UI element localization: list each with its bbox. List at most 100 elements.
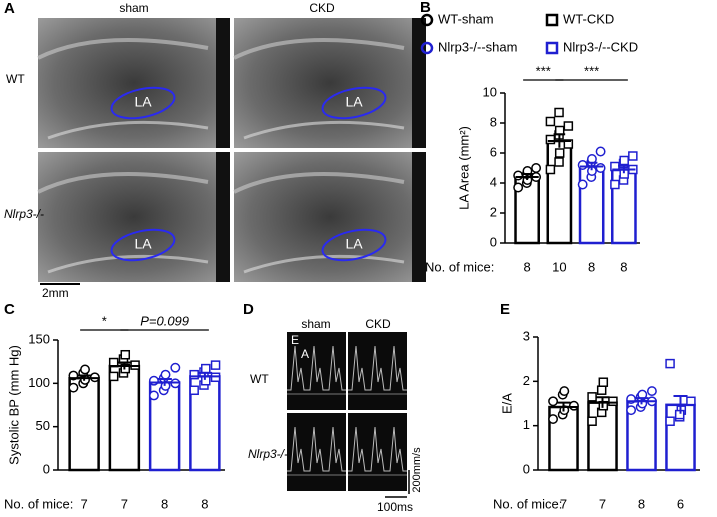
- legend-marker: [545, 13, 559, 27]
- data-point: [595, 146, 606, 157]
- y-tick-label: 3: [523, 328, 530, 343]
- significance-label: ***: [536, 63, 551, 78]
- doppler-trace: [348, 426, 407, 472]
- count-label: 7: [81, 496, 88, 511]
- data-point: [619, 155, 629, 166]
- column-label: sham: [119, 1, 148, 15]
- data-point: [559, 386, 570, 397]
- count-title: No. of mice:: [493, 496, 562, 511]
- la-label: LA: [134, 236, 152, 252]
- data-point: [598, 377, 609, 387]
- panel-label: E: [500, 301, 510, 318]
- y-tick-label: 10: [483, 84, 497, 99]
- artifact: [233, 38, 405, 60]
- data-point: [563, 121, 574, 131]
- bar: [665, 403, 696, 472]
- data-point: [148, 375, 159, 386]
- la-label: LA: [345, 94, 363, 110]
- column-label: CKD: [365, 317, 391, 331]
- error-bar: [580, 161, 604, 171]
- legend-label: WT-CKD: [563, 11, 614, 26]
- count-label: 8: [201, 496, 208, 511]
- data-point: [587, 416, 597, 426]
- doppler-trace: [287, 345, 346, 391]
- count-label: 7: [599, 496, 606, 511]
- count-title: No. of mice:: [4, 496, 73, 511]
- ultrasound-image: [38, 18, 230, 148]
- y-axis-label: LA Area (mm²): [456, 126, 471, 210]
- artifact: [37, 38, 209, 60]
- panel-label: A: [4, 0, 15, 17]
- ultrasound-image: [234, 152, 426, 282]
- error-bar: [549, 401, 578, 412]
- y-tick-label: 1: [523, 417, 530, 432]
- y-tick-label: 150: [28, 331, 50, 346]
- data-point: [68, 382, 79, 393]
- ultrasound-image: [38, 152, 230, 282]
- data-point: [608, 396, 618, 407]
- data-point: [554, 157, 564, 167]
- error-bar: [627, 397, 656, 405]
- artifact: [47, 120, 209, 140]
- error-bar: [150, 378, 180, 386]
- y-tick-label: 2: [490, 204, 497, 219]
- legend-marker: [420, 41, 434, 55]
- data-point: [577, 160, 588, 170]
- y-tick-label: 8: [490, 114, 497, 129]
- scale-label: 100ms: [377, 500, 413, 514]
- la-outline: [321, 228, 387, 262]
- significance-label: *: [102, 313, 107, 328]
- data-point: [577, 179, 588, 190]
- depth-scale: [412, 152, 426, 282]
- bar: [108, 364, 141, 472]
- y-tick-label: 0: [490, 234, 497, 249]
- legend-label: Nlrp3-/--sham: [438, 39, 517, 54]
- row-label: Nlrp3-/-: [4, 207, 44, 221]
- y-axis-label: Systolic BP (mm Hg): [6, 345, 21, 465]
- scale-label: 2mm: [42, 286, 69, 300]
- count-label: 8: [620, 259, 627, 274]
- data-point: [596, 385, 607, 395]
- data-point: [170, 362, 181, 373]
- y-tick-label: 0: [523, 461, 530, 476]
- artifact: [37, 172, 209, 194]
- data-point: [513, 182, 524, 193]
- data-point: [120, 349, 131, 360]
- count-label: 8: [588, 259, 595, 274]
- data-point: [80, 364, 90, 375]
- data-point: [189, 385, 199, 396]
- count-label: 8: [638, 496, 645, 511]
- wave-label: A: [301, 347, 309, 361]
- error-bar: [666, 394, 695, 414]
- y-axis-label: E/A: [499, 393, 514, 414]
- count-label: 8: [161, 496, 168, 511]
- legend-label: Nlrp3-/--CKD: [563, 39, 638, 54]
- y-tick-label: 6: [490, 144, 497, 159]
- significance-label: ***: [584, 63, 599, 78]
- depth-scale: [216, 18, 230, 148]
- count-title: No. of mice:: [425, 259, 494, 274]
- count-label: 8: [524, 259, 531, 274]
- row-label: WT: [6, 72, 25, 86]
- artifact: [243, 120, 405, 140]
- data-point: [665, 358, 675, 369]
- count-label: 6: [677, 496, 684, 511]
- panel-label: C: [4, 301, 15, 318]
- data-point: [545, 134, 556, 145]
- data-point: [548, 414, 559, 424]
- y-tick-label: 2: [523, 373, 530, 388]
- data-point: [201, 363, 211, 374]
- error-bar: [190, 371, 220, 380]
- data-point: [531, 163, 542, 173]
- significance-label: P=0.099: [140, 313, 189, 328]
- count-label: 7: [560, 496, 567, 511]
- artifact: [47, 254, 209, 274]
- panel-label: B: [420, 0, 431, 16]
- legend-label: WT-sham: [438, 11, 494, 26]
- scale-label: 200mm/s: [411, 447, 423, 493]
- error-bar: [588, 396, 617, 408]
- depth-scale: [216, 152, 230, 282]
- doppler-trace: [348, 345, 407, 391]
- data-point: [568, 400, 579, 411]
